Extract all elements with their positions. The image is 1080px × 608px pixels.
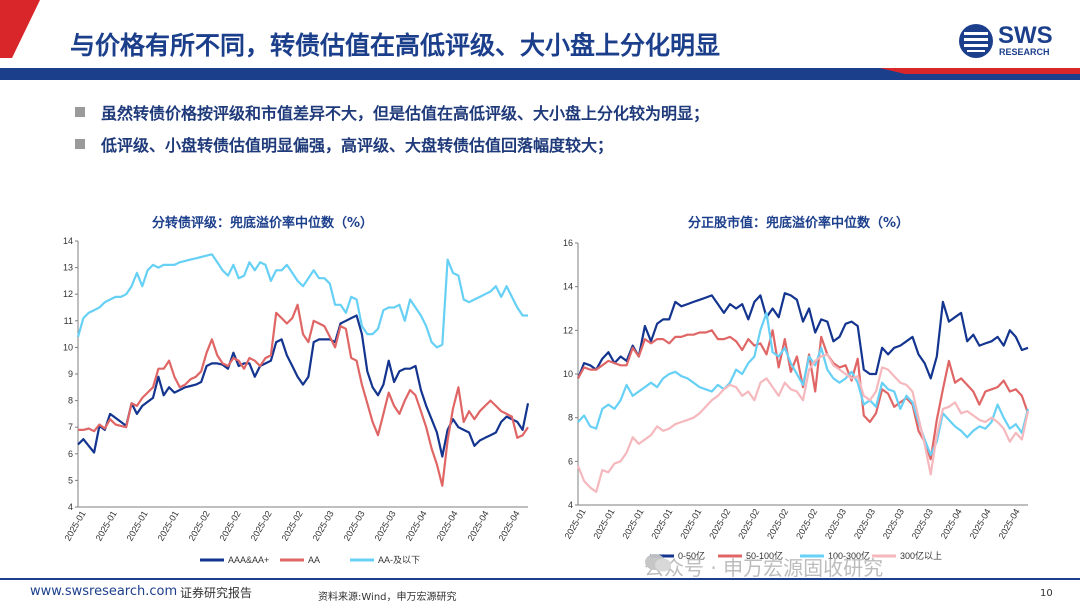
chart2-series-line-4 <box>576 353 1030 493</box>
chart1-x-tick-label: 2025-01 <box>63 509 88 543</box>
chart2-x-tick-label: 2025-04 <box>939 507 964 541</box>
chart1-x-tick-label: 2025-02 <box>187 509 212 543</box>
watermark: 公众号 · 申万宏源固收研究 <box>644 552 883 581</box>
chart2-x-tick-label: 2025-02 <box>794 507 819 541</box>
chart2-legend-label: 300亿以上 <box>900 550 942 561</box>
chart2-title: 分正股市值：兜底溢价率中位数（%） <box>688 216 910 231</box>
chart2-x-tick-label: 2025-02 <box>765 507 790 541</box>
chart1-x-tick-label: 2025-01 <box>125 509 150 543</box>
title-decoration <box>0 0 1080 80</box>
chart2-x-tick-label: 2025-04 <box>968 507 993 541</box>
chart2-series-line-2 <box>577 329 1030 461</box>
chart1-y-tick-label: 6 <box>68 449 73 459</box>
chart2-y-tick-label: 14 <box>563 282 573 292</box>
chart1-series-line-3 <box>76 253 528 349</box>
bullet-square-icon <box>75 139 85 149</box>
chart1-x-tick-label: 2025-01 <box>94 509 119 543</box>
chart1-y-tick-label: 10 <box>63 342 73 352</box>
chart1-y-tick-label: 14 <box>63 236 73 246</box>
chart2-x-tick-label: 2025-03 <box>823 507 848 541</box>
page-title: 与价格有所不同，转债估值在高低评级、大小盘上分化明显 <box>70 31 721 60</box>
chart1-x-tick-label: 2025-04 <box>466 509 491 543</box>
chart2-x-tick-label: 2025-02 <box>707 507 732 541</box>
chart1-x-tick-label: 2025-02 <box>280 509 305 543</box>
chart2-x-tick-label: 2025-04 <box>997 507 1022 541</box>
chart2-x-tick-label: 2025-03 <box>910 507 935 541</box>
chart1-x-tick-label: 2025-04 <box>497 509 522 543</box>
chart2-legend-label: 0-50亿 <box>678 550 705 561</box>
wechat-icon <box>645 554 671 572</box>
chart1-series-line-2 <box>78 303 529 487</box>
chart1-x-tick-label: 2025-04 <box>435 509 460 543</box>
page-number: 10 <box>1040 588 1053 599</box>
chart1-x-tick-label: 2025-03 <box>373 509 398 543</box>
chart1-series-line-1 <box>77 314 530 458</box>
title-bar <box>0 0 1080 80</box>
chart1-x-tick-label: 2025-03 <box>311 509 336 543</box>
chart1-y-tick-label: 13 <box>63 263 73 273</box>
chart1-y-tick-label: 9 <box>68 369 73 379</box>
chart2-y-tick-label: 16 <box>563 238 573 248</box>
chart2-y-tick-label: 6 <box>568 456 573 466</box>
chart2-legend-label: 100-300亿 <box>828 550 870 561</box>
logo-subtext: RESEARCH <box>999 47 1050 57</box>
bullet-text: 低评级、小盘转债估值明显偏强，高评级、大盘转债估值回落幅度较大； <box>101 136 614 155</box>
chart1-y-tick-label: 7 <box>68 422 73 432</box>
bullet-list: 虽然转债价格按评级和市值差异不大，但是估值在高低评级、大小盘上分化较为明显； 低… <box>75 96 710 160</box>
chart1-legend-label: AA-及以下 <box>378 555 420 565</box>
chart2-x-tick-label: 2025-01 <box>591 507 616 541</box>
sws-logo-icon <box>959 24 993 58</box>
chart1-title: 分转债评级：兜底溢价率中位数（%） <box>152 216 374 231</box>
watermark-text: 公众号 · 申万宏源固收研究 <box>644 556 884 580</box>
chart1-x-tick-label: 2025-02 <box>249 509 274 543</box>
chart1-y-tick-label: 8 <box>68 396 73 406</box>
chart2-x-tick-label: 2025-01 <box>649 507 674 541</box>
chart2-y-tick-label: 10 <box>563 369 573 379</box>
bullet-text: 虽然转债价格按评级和市值差异不大，但是估值在高低评级、大小盘上分化较为明显； <box>101 104 710 123</box>
chart2-series-line-3 <box>577 311 1030 456</box>
chart2-legend-label: 50-100亿 <box>746 550 783 561</box>
chart1-legend-label: AAA&AA+ <box>228 555 269 565</box>
chart1-y-tick-label: 12 <box>63 289 73 299</box>
bullet-item: 虽然转债价格按评级和市值差异不大，但是估值在高低评级、大小盘上分化较为明显； <box>75 96 710 128</box>
chart2-series-line-1 <box>576 292 1029 380</box>
title-red-wedge <box>0 0 40 58</box>
chart1-x-tick-label: 2025-02 <box>218 509 243 543</box>
footer-report-label: 证券研究报告 <box>180 586 253 600</box>
chart1-x-tick-label: 2025-03 <box>342 509 367 543</box>
title-red-band <box>880 68 1080 74</box>
bullet-item: 低评级、小盘转债估值明显偏强，高评级、大盘转债估值回落幅度较大； <box>75 128 709 160</box>
chart2-x-tick-label: 2025-01 <box>678 507 703 541</box>
chart1-y-tick-label: 4 <box>68 502 73 512</box>
chart2-y-tick-label: 12 <box>563 325 573 335</box>
footer-source: 资料来源:Wind，申万宏源研究 <box>318 592 457 603</box>
chart2-x-tick-label: 2025-03 <box>852 507 877 541</box>
chart1-x-tick-label: 2025-04 <box>404 509 429 543</box>
chart1-y-tick-label: 5 <box>68 475 73 485</box>
footer-url[interactable]: www.swsresearch.com <box>30 584 178 599</box>
footer-divider <box>0 578 1080 580</box>
logo-text: SWS <box>998 22 1053 49</box>
bullet-square-icon <box>75 107 85 117</box>
chart2-x-tick-label: 2025-02 <box>736 507 761 541</box>
chart2-y-tick-label: 4 <box>568 500 573 510</box>
sws-logo: SWS RESEARCH <box>958 22 1058 60</box>
chart2-y-tick-label: 8 <box>568 413 573 423</box>
chart1-legend-label: AA <box>308 555 320 565</box>
chart1-x-tick-label: 2025-01 <box>156 509 181 543</box>
chart2-x-tick-label: 2025-01 <box>563 507 588 541</box>
title-blue-band <box>0 68 1080 80</box>
chart2-x-tick-label: 2025-03 <box>881 507 906 541</box>
chart2-x-tick-label: 2025-01 <box>620 507 645 541</box>
chart1-y-tick-label: 11 <box>64 316 73 326</box>
